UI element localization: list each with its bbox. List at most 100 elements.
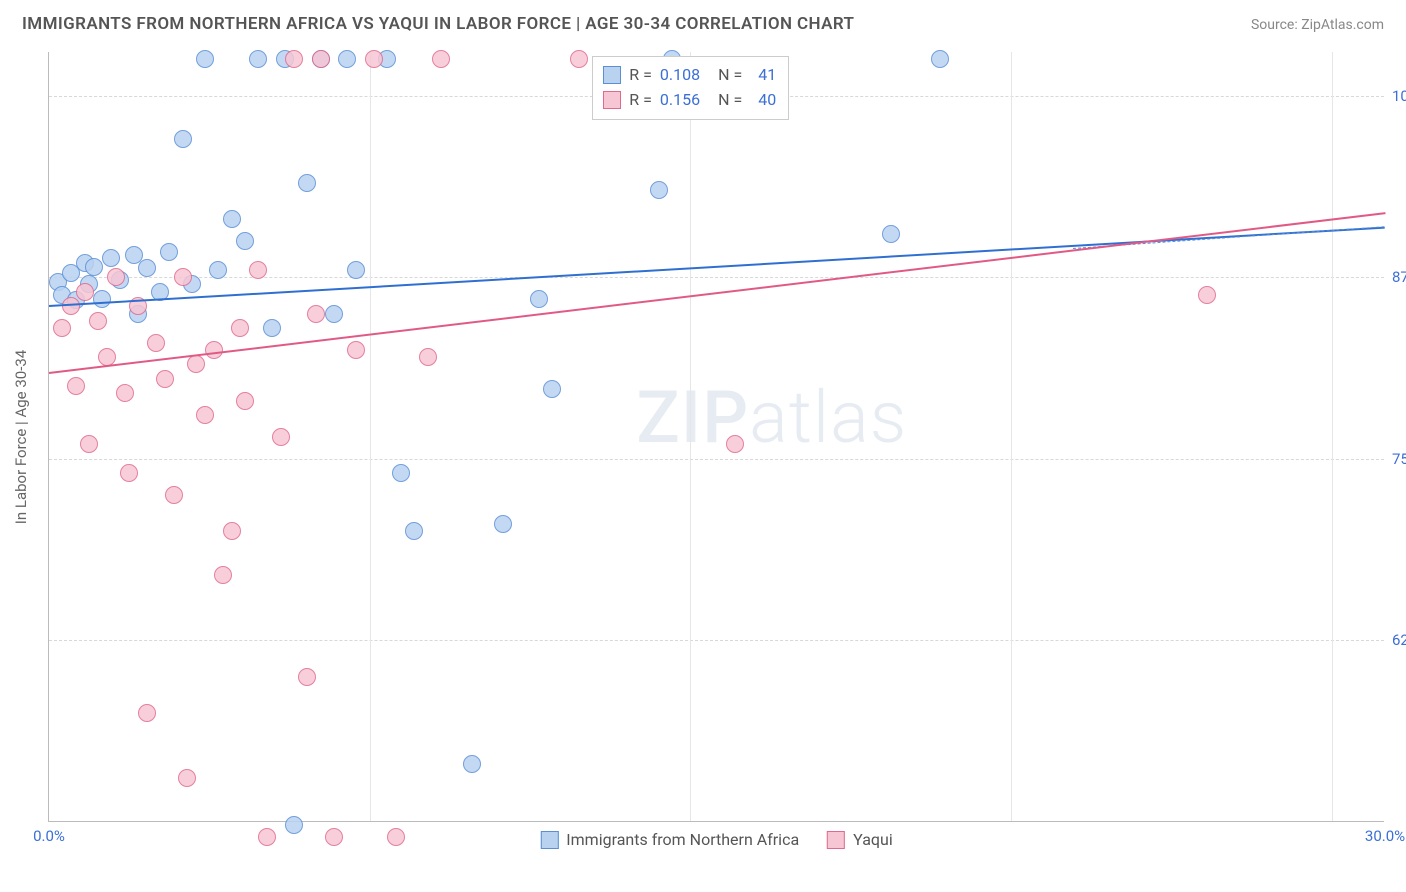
scatter-point: [463, 755, 481, 773]
scatter-point: [285, 50, 303, 68]
scatter-point: [272, 428, 290, 446]
y-tick-label: 87.5%: [1392, 268, 1406, 286]
legend-row: R = 0.156 N = 40: [603, 88, 776, 113]
scatter-point: [223, 210, 241, 228]
watermark: ZIPatlas: [636, 375, 907, 460]
scatter-point: [205, 341, 223, 359]
scatter-point: [160, 243, 178, 261]
legend-row: R = 0.108 N = 41: [603, 63, 776, 88]
series-name: Yaqui: [853, 830, 893, 849]
gridline-vertical: [690, 52, 691, 821]
scatter-point: [138, 704, 156, 722]
scatter-point: [85, 258, 103, 276]
scatter-point: [365, 50, 383, 68]
scatter-point: [432, 50, 450, 68]
chart-title: IMMIGRANTS FROM NORTHERN AFRICA VS YAQUI…: [22, 14, 854, 34]
series-legend-item: Immigrants from Northern Africa: [540, 830, 799, 849]
y-axis-label: In Labor Force | Age 30-34: [12, 349, 30, 523]
x-tick-label: 30.0%: [1365, 827, 1405, 845]
gridline-horizontal: [49, 459, 1384, 460]
chart-source: Source: ZipAtlas.com: [1251, 17, 1384, 33]
scatter-point: [285, 816, 303, 834]
scatter-point: [53, 319, 71, 337]
scatter-point: [214, 566, 232, 584]
y-tick-label: 100.0%: [1392, 87, 1406, 105]
scatter-point: [187, 355, 205, 373]
scatter-point: [102, 249, 120, 267]
scatter-point: [325, 828, 343, 846]
y-tick-label: 75.0%: [1392, 450, 1406, 468]
scatter-point: [223, 522, 241, 540]
scatter-point: [165, 486, 183, 504]
scatter-point: [80, 435, 98, 453]
legend-n-value: 41: [750, 63, 776, 88]
legend-n-label: N =: [718, 88, 742, 113]
scatter-point: [298, 174, 316, 192]
scatter-point: [726, 435, 744, 453]
correlation-legend: R = 0.108 N = 41 R = 0.156 N = 40: [592, 56, 789, 120]
scatter-point: [530, 290, 548, 308]
scatter-point: [347, 341, 365, 359]
scatter-point: [76, 283, 94, 301]
series-legend-item: Yaqui: [827, 830, 893, 849]
scatter-point: [494, 515, 512, 533]
series-legend: Immigrants from Northern Africa Yaqui: [540, 830, 892, 849]
scatter-point: [147, 334, 165, 352]
gridline-vertical: [1332, 52, 1333, 821]
scatter-point: [347, 261, 365, 279]
scatter-point: [307, 305, 325, 323]
scatter-point: [338, 50, 356, 68]
scatter-point: [174, 268, 192, 286]
legend-swatch: [603, 91, 621, 109]
gridline-vertical: [370, 52, 371, 821]
legend-r-value: 0.108: [660, 63, 700, 88]
scatter-point: [120, 464, 138, 482]
x-tick-label: 0.0%: [33, 827, 65, 845]
gridline-horizontal: [49, 277, 1384, 278]
legend-r-value: 0.156: [660, 88, 700, 113]
scatter-point: [263, 319, 281, 337]
scatter-point: [1198, 286, 1216, 304]
legend-r-label: R =: [629, 88, 652, 113]
legend-swatch: [827, 831, 845, 849]
scatter-point: [236, 392, 254, 410]
legend-swatch: [540, 831, 558, 849]
legend-n-label: N =: [718, 63, 742, 88]
y-tick-label: 62.5%: [1392, 631, 1406, 649]
scatter-point: [196, 406, 214, 424]
scatter-point: [196, 50, 214, 68]
scatter-point: [419, 348, 437, 366]
legend-r-label: R =: [629, 63, 652, 88]
scatter-point: [312, 50, 330, 68]
scatter-point: [392, 464, 410, 482]
scatter-point: [249, 261, 267, 279]
scatter-point: [209, 261, 227, 279]
scatter-point: [298, 668, 316, 686]
scatter-point: [116, 384, 134, 402]
chart-plot-area: In Labor Force | Age 30-34 ZIPatlas 62.5…: [48, 52, 1384, 822]
scatter-point: [249, 50, 267, 68]
scatter-point: [387, 828, 405, 846]
scatter-point: [138, 259, 156, 277]
scatter-point: [93, 290, 111, 308]
legend-n-value: 40: [750, 88, 776, 113]
gridline-horizontal: [49, 640, 1384, 641]
scatter-point: [236, 232, 254, 250]
scatter-point: [325, 305, 343, 323]
scatter-point: [543, 380, 561, 398]
gridline-vertical: [1011, 52, 1012, 821]
scatter-point: [107, 268, 125, 286]
scatter-point: [650, 181, 668, 199]
scatter-point: [231, 319, 249, 337]
scatter-point: [258, 828, 276, 846]
legend-swatch: [603, 66, 621, 84]
scatter-point: [405, 522, 423, 540]
scatter-point: [882, 225, 900, 243]
scatter-point: [67, 377, 85, 395]
scatter-point: [931, 50, 949, 68]
scatter-point: [570, 50, 588, 68]
scatter-point: [174, 130, 192, 148]
scatter-point: [156, 370, 174, 388]
scatter-point: [178, 769, 196, 787]
scatter-point: [89, 312, 107, 330]
